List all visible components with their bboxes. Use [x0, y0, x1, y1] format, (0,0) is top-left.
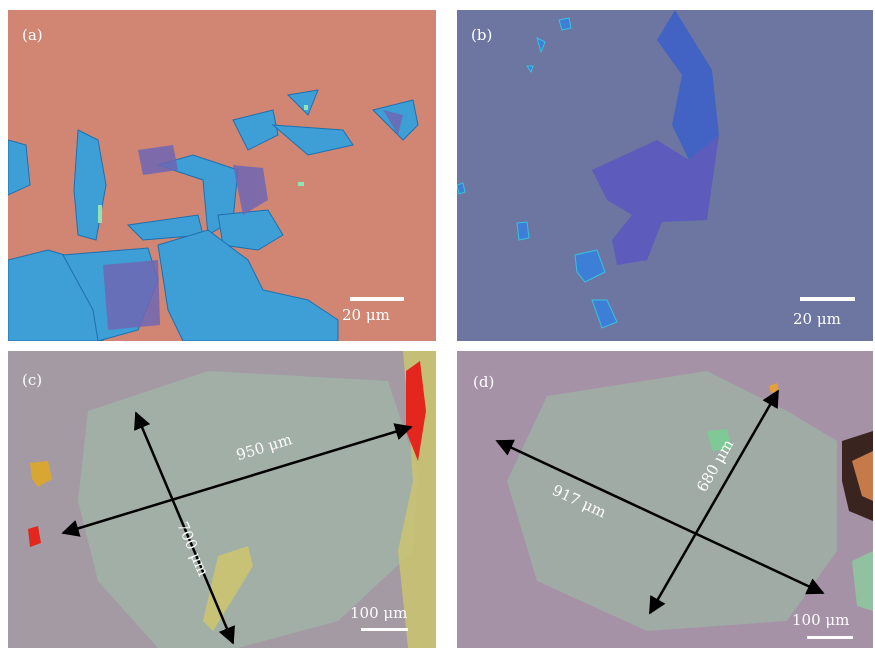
micrograph-panel-c: (c) 950 μm 700 μm 100 μm	[8, 351, 436, 648]
scale-bar-d	[807, 636, 853, 639]
micrograph-panel-b: (b) 20 μm	[457, 10, 873, 341]
micrograph-b-image	[457, 10, 873, 341]
panel-label-d: (d)	[473, 373, 495, 391]
micrograph-panel-a: (a) 20 μm	[8, 10, 436, 341]
micrograph-panel-d: (d) 917 μm 680 μm 100 μm	[457, 351, 873, 648]
scale-bar-label-d: 100 μm	[792, 611, 850, 629]
panel-label-b: (b)	[471, 26, 493, 44]
panel-label-a: (a)	[22, 26, 43, 44]
micrograph-c-image	[8, 351, 436, 648]
scale-bar-b	[800, 297, 855, 301]
scale-bar-label-c: 100 μm	[350, 604, 408, 622]
scale-bar-a	[350, 297, 404, 301]
scale-bar-label-b: 20 μm	[793, 310, 841, 328]
scale-bar-c	[361, 628, 408, 631]
panel-label-c: (c)	[22, 371, 43, 389]
scale-bar-label-a: 20 μm	[342, 306, 390, 324]
micrograph-d-image	[457, 351, 873, 648]
micrograph-a-image	[8, 10, 436, 341]
